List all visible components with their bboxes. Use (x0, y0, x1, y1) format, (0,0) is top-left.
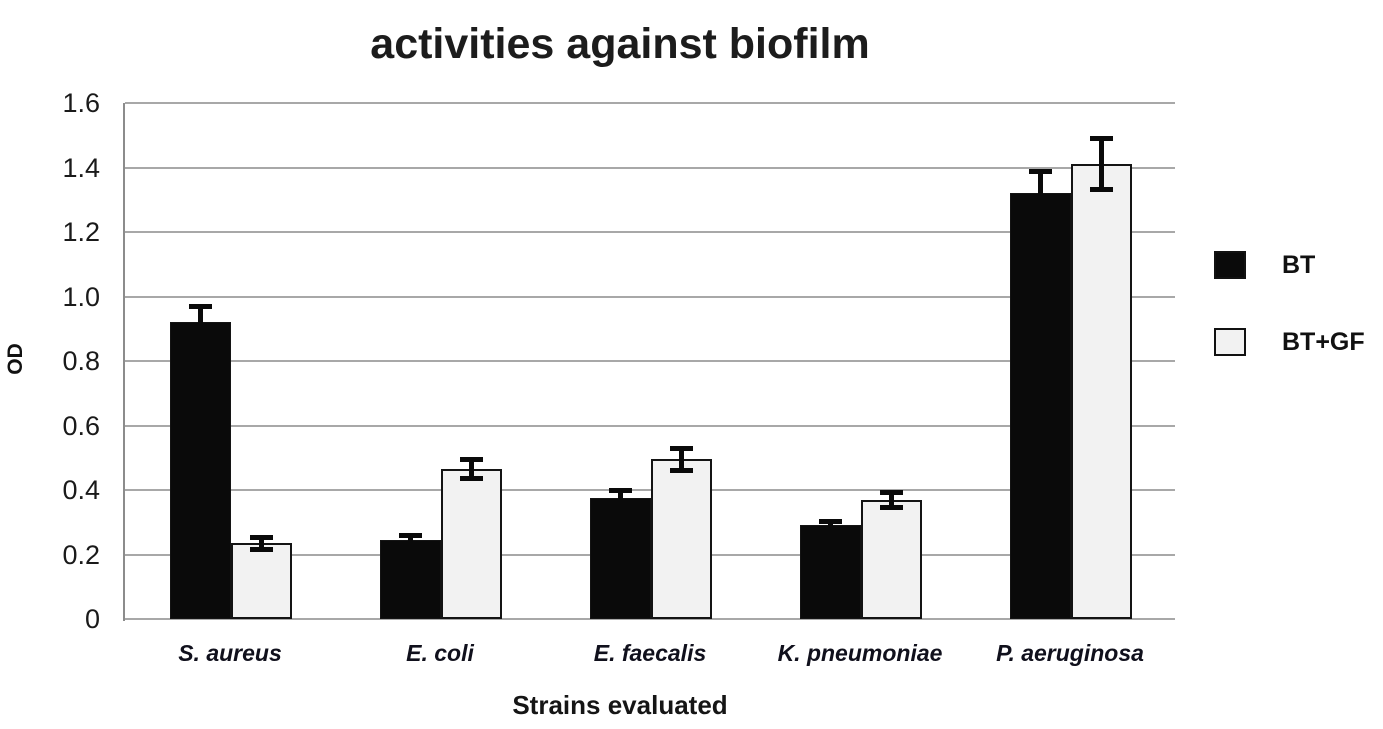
gridline-0.8 (125, 360, 1175, 362)
legend-swatch-bt (1214, 251, 1246, 279)
error-bar-stem-bt-k-pneumoniae (828, 520, 833, 531)
bar-bt-gf-e-faecalis (651, 459, 712, 619)
bar-bt-e-faecalis (590, 498, 651, 619)
x-category-label-e-coli: E. coli (406, 640, 474, 666)
error-bar-cap-bt-gf-k-pneumoniae (880, 489, 903, 495)
bar-bt-gf-p-aeruginosa (1071, 164, 1132, 619)
y-tick-label-1.0: 1.0 (62, 281, 100, 312)
y-axis-line (123, 103, 125, 621)
gridline-0.4 (125, 489, 1175, 491)
bar-bt-e-coli (380, 539, 441, 619)
error-bar-cap-bt-k-pneumoniae (819, 527, 842, 533)
error-bar-cap-bt-e-coli (399, 541, 422, 547)
error-bar-cap-bt-gf-e-coli (460, 475, 483, 481)
error-bar-cap-bt-p-aeruginosa (1029, 212, 1052, 218)
gridline-1.2 (125, 231, 1175, 233)
legend-swatch-bt-gf (1214, 328, 1246, 356)
chart-title: activities against biofilm (370, 20, 870, 68)
error-bar-stem-bt-e-coli (408, 535, 413, 545)
error-bar-stem-bt-gf-e-faecalis (679, 448, 684, 471)
bar-bt-gf-k-pneumoniae (861, 499, 922, 619)
error-bar-cap-bt-p-aeruginosa (1029, 168, 1052, 174)
error-bar-cap-bt-e-coli (399, 533, 422, 539)
legend-label-bt-gf: BT+GF (1282, 327, 1365, 356)
error-bar-stem-bt-s-aureus (198, 306, 203, 339)
legend-label-bt: BT (1282, 250, 1316, 279)
x-category-label-e-faecalis: E. faecalis (593, 640, 707, 666)
y-tick-label-1.2: 1.2 (62, 217, 100, 247)
error-bar-cap-bt-gf-s-aureus (250, 534, 273, 540)
bar-bt-s-aureus (170, 322, 231, 619)
error-bar-stem-bt-gf-s-aureus (259, 536, 264, 550)
y-tick-label-0.4: 0.4 (62, 475, 100, 505)
bar-bt-k-pneumoniae (800, 525, 861, 619)
plot-area (123, 102, 1175, 621)
gridline-1.6 (125, 102, 1175, 104)
error-bar-cap-bt-gf-p-aeruginosa (1090, 136, 1113, 142)
error-bar-cap-bt-gf-s-aureus (250, 546, 273, 552)
gridline-1.0 (125, 295, 1175, 298)
x-category-label-s-aureus: S. aureus (178, 640, 282, 666)
error-bar-stem-bt-e-faecalis (618, 490, 623, 507)
y-tick-label-0: 0 (84, 604, 100, 634)
error-bar-stem-bt-gf-e-coli (469, 459, 474, 479)
x-axis-title: Strains evaluated (512, 690, 728, 720)
y-tick-label-1.4: 1.4 (62, 152, 100, 183)
error-bar-cap-bt-s-aureus (189, 335, 212, 341)
y-tick-label-0.8: 0.8 (62, 346, 100, 376)
error-bar-cap-bt-gf-e-coli (460, 457, 483, 463)
error-bar-cap-bt-s-aureus (189, 304, 212, 310)
error-bar-stem-bt-gf-p-aeruginosa (1099, 138, 1104, 191)
gridline-1.4 (125, 166, 1175, 169)
x-category-label-k-pneumoniae: K. pneumoniae (777, 640, 943, 666)
bar-bt-p-aeruginosa (1010, 193, 1071, 619)
legend-item-bt: BT (1214, 250, 1365, 280)
gridline-0.6 (125, 424, 1175, 427)
error-bar-cap-bt-e-faecalis (609, 488, 632, 493)
bar-bt-gf-e-coli (441, 469, 502, 619)
legend-item-bt-gf: BT+GF (1214, 327, 1365, 357)
error-bar-cap-bt-gf-k-pneumoniae (880, 504, 903, 510)
y-tick-label-0.6: 0.6 (62, 410, 100, 441)
x-category-label-p-aeruginosa: P. aeruginosa (996, 640, 1144, 666)
error-bar-stem-bt-p-aeruginosa (1038, 170, 1043, 216)
legend: BT BT+GF (1214, 250, 1365, 357)
bar-bt-gf-s-aureus (231, 543, 292, 619)
y-axis-title: OD (4, 343, 27, 375)
y-tick-label-0.2: 0.2 (62, 539, 100, 570)
error-bar-cap-bt-gf-e-faecalis (670, 446, 693, 452)
error-bar-cap-bt-gf-e-faecalis (670, 467, 693, 473)
error-bar-stem-bt-gf-k-pneumoniae (889, 491, 894, 508)
error-bar-cap-bt-gf-p-aeruginosa (1090, 187, 1113, 193)
gridline-0 (125, 618, 1175, 620)
error-bar-cap-bt-e-faecalis (609, 503, 632, 509)
y-tick-label-1.6: 1.6 (62, 88, 100, 118)
error-bar-cap-bt-k-pneumoniae (819, 518, 842, 524)
